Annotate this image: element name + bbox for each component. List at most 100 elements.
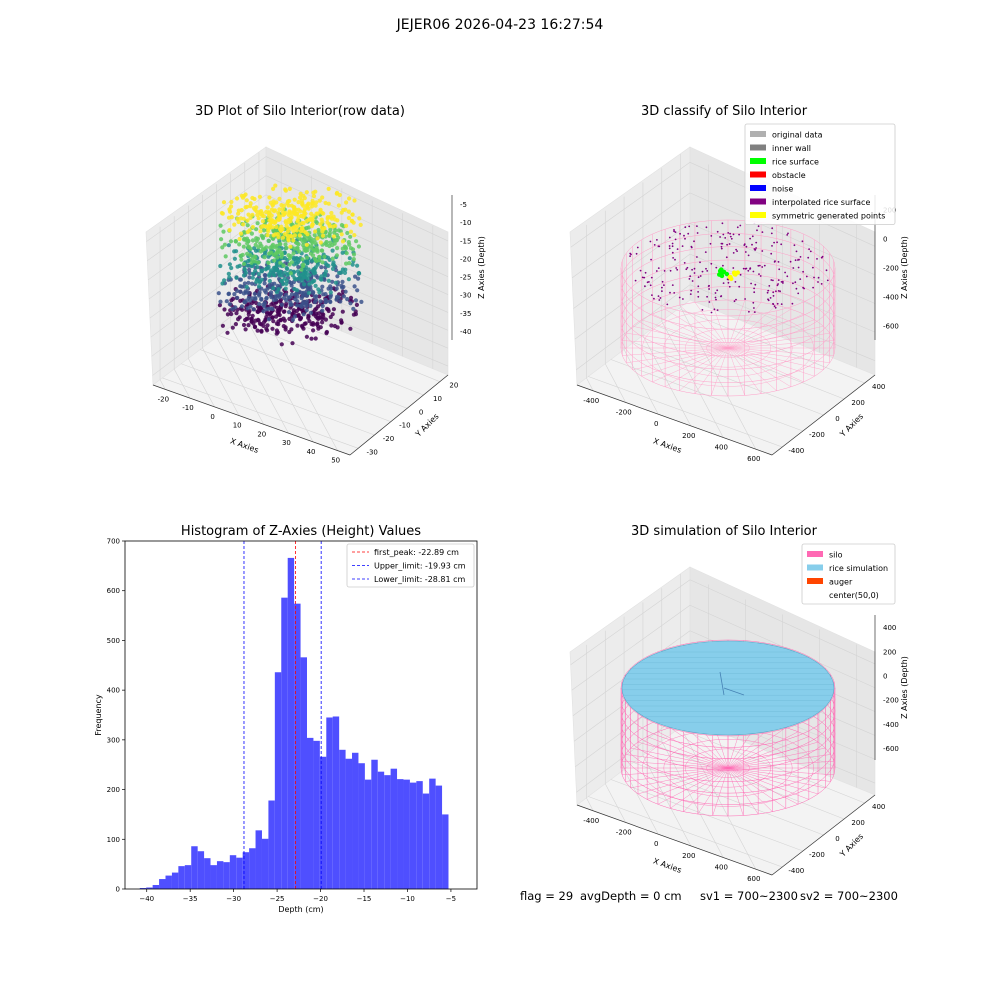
interpolated-point — [671, 242, 674, 245]
scatter-point — [306, 202, 311, 207]
interpolated-point — [770, 252, 773, 255]
y-tick-label: 0 — [835, 415, 839, 423]
scatter-point — [288, 271, 293, 276]
scatter-point — [273, 232, 278, 237]
z-tick-label: 0 — [883, 236, 887, 244]
silo-floor-spoke — [647, 736, 729, 769]
scatter-point — [299, 278, 304, 283]
silo-floor-spoke — [626, 347, 729, 364]
scatter-point — [270, 306, 275, 312]
scatter-point — [253, 295, 258, 301]
scatter-point — [241, 222, 246, 227]
interpolated-point — [674, 258, 676, 261]
interpolated-point — [646, 281, 649, 284]
scatter-point — [319, 265, 324, 270]
plot3-frame — [124, 540, 478, 890]
scatter-point — [271, 297, 276, 303]
scatter-point — [312, 233, 317, 238]
scatter-point — [356, 244, 361, 249]
interpolated-point — [739, 273, 742, 276]
interpolated-point — [688, 278, 691, 280]
scatter-point — [306, 314, 311, 319]
interpolated-point — [683, 234, 685, 237]
scatter-point — [239, 257, 244, 262]
scatter-point — [279, 342, 284, 347]
silo-floor-spoke — [641, 319, 729, 349]
scatter-point — [344, 223, 349, 228]
scatter-point — [267, 311, 273, 316]
interpolated-point — [716, 309, 719, 311]
silo-floor-spoke — [727, 767, 744, 816]
scatter-point — [247, 275, 252, 280]
scatter-point — [357, 216, 362, 221]
interpolated-point — [751, 235, 754, 238]
grid-line — [218, 335, 408, 409]
grid-line — [159, 379, 166, 390]
scatter-point — [282, 295, 287, 300]
plot3-legend-label: Upper_limit: -19.93 cm — [374, 562, 466, 571]
interpolated-point — [687, 232, 690, 235]
scatter-point — [270, 245, 275, 250]
scatter-point — [278, 270, 283, 275]
scatter-point — [265, 323, 270, 328]
interpolated-point — [736, 250, 738, 253]
histogram-bar — [165, 875, 172, 889]
scatter-point — [283, 286, 288, 291]
scatter-point — [257, 290, 262, 295]
scatter-point — [220, 211, 225, 216]
interpolated-point — [674, 231, 677, 234]
scatter-point — [271, 319, 276, 324]
footer-sv2: sv2 = 700~2300 — [800, 889, 898, 903]
scatter-point — [295, 294, 300, 299]
plot2-legend-swatch — [750, 212, 766, 218]
interpolated-point — [720, 245, 723, 248]
scatter-point — [341, 207, 346, 213]
silo-floor-ring — [642, 309, 814, 387]
interpolated-point — [747, 269, 750, 272]
interpolated-point — [816, 258, 818, 260]
histogram-bar — [364, 779, 372, 889]
scatter-point — [297, 249, 302, 254]
scatter-point — [314, 211, 319, 216]
scatter-point — [358, 222, 363, 227]
z-tick-label: -5 — [460, 201, 467, 209]
y-axis-line — [349, 374, 449, 456]
scatter-point — [250, 275, 255, 280]
histogram-bar — [352, 752, 359, 889]
scatter-point — [253, 242, 258, 247]
interpolated-point — [714, 296, 717, 299]
scatter-point — [351, 257, 356, 262]
histogram-bar — [358, 763, 365, 889]
interpolated-point — [697, 295, 700, 298]
scatter-point — [291, 308, 296, 313]
scatter-point — [273, 267, 278, 272]
interpolated-point — [656, 239, 658, 241]
scatter-point — [298, 316, 303, 321]
scatter-point — [232, 292, 237, 297]
scatter-point — [292, 210, 297, 216]
scatter-point — [308, 310, 313, 315]
scatter-point — [281, 263, 286, 268]
x-axis-label: X Axies — [229, 436, 260, 455]
scatter-point — [310, 253, 316, 258]
scatter-point — [279, 203, 284, 208]
interpolated-point — [720, 295, 722, 298]
scatter-point — [342, 244, 347, 249]
scatter-point — [263, 276, 268, 281]
interpolated-point — [727, 232, 730, 234]
scatter-point — [335, 274, 340, 279]
scatter-point — [304, 308, 309, 313]
grid-line — [588, 796, 783, 868]
scatter-point — [311, 328, 316, 333]
scatter-point — [352, 284, 357, 289]
scatter-point — [268, 250, 273, 255]
y-tick-label: 20 — [449, 382, 458, 390]
scatter-point — [259, 296, 264, 301]
interpolated-point — [690, 246, 693, 249]
silo-floor-spoke — [727, 340, 834, 349]
scatter-point — [220, 323, 225, 328]
scatter-point — [263, 273, 268, 278]
interpolated-point — [735, 248, 737, 251]
interpolated-point — [753, 287, 755, 290]
interpolated-point — [649, 240, 652, 243]
